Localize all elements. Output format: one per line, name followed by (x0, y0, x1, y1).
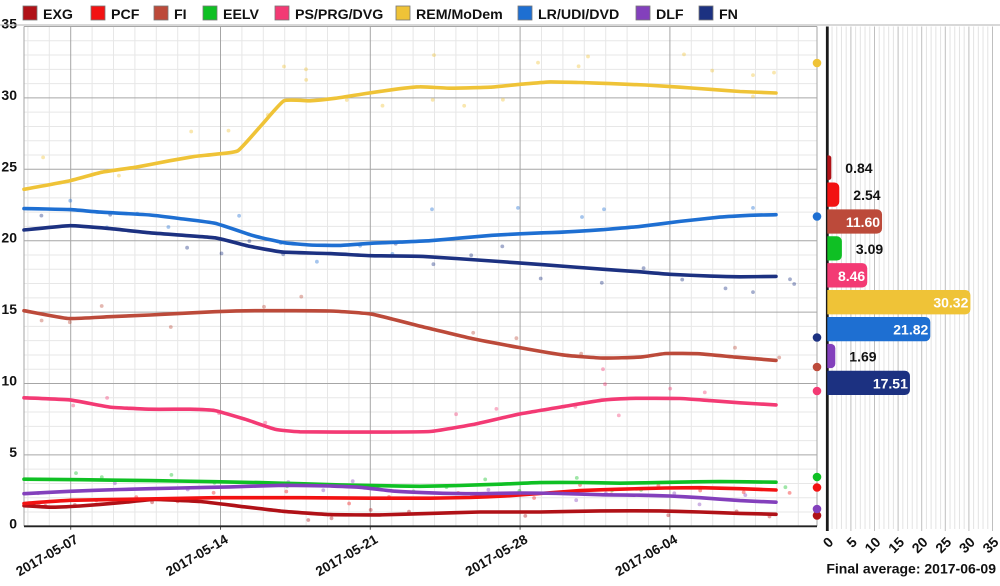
svg-text:LR/UDI/DVD: LR/UDI/DVD (538, 7, 619, 23)
svg-text:25: 25 (1, 158, 17, 174)
svg-text:17.51: 17.51 (873, 375, 908, 391)
svg-text:1.69: 1.69 (849, 349, 876, 365)
svg-text:30: 30 (1, 87, 17, 103)
svg-text:10: 10 (1, 373, 17, 389)
svg-text:2.54: 2.54 (853, 187, 880, 203)
svg-text:35: 35 (1, 16, 17, 32)
svg-text:Final average: 2017-06-09: Final average: 2017-06-09 (826, 561, 996, 577)
svg-text:3.09: 3.09 (856, 241, 883, 257)
svg-text:PCF: PCF (111, 7, 140, 23)
svg-text:0.84: 0.84 (845, 160, 872, 176)
svg-text:30.32: 30.32 (933, 295, 968, 311)
svg-text:5: 5 (9, 444, 17, 460)
svg-text:35: 35 (979, 534, 1000, 556)
svg-text:REM/MoDem: REM/MoDem (416, 7, 503, 23)
svg-text:DLF: DLF (656, 7, 684, 23)
svg-text:EELV: EELV (223, 7, 260, 23)
svg-text:PS/PRG/DVG: PS/PRG/DVG (295, 7, 383, 23)
svg-text:20: 20 (1, 230, 17, 246)
svg-text:EXG: EXG (43, 7, 73, 23)
svg-text:8.46: 8.46 (838, 268, 865, 284)
svg-text:11.60: 11.60 (846, 214, 880, 230)
svg-text:21.82: 21.82 (893, 322, 928, 338)
svg-text:FN: FN (719, 7, 738, 23)
svg-text:FI: FI (174, 7, 187, 23)
svg-text:0: 0 (9, 515, 17, 531)
svg-text:15: 15 (1, 301, 17, 317)
